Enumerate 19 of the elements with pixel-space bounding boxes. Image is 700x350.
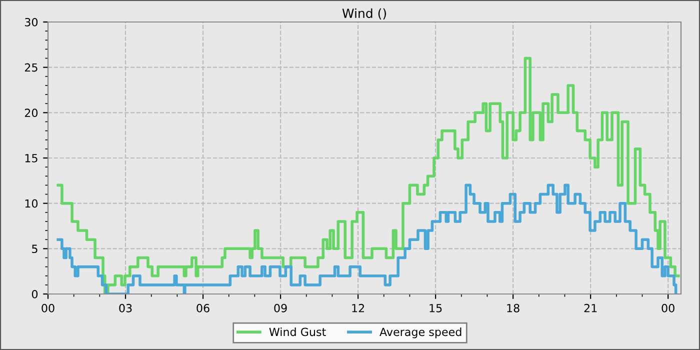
x-tick-label: 00	[42, 304, 54, 312]
y-tick-label: 20	[24, 108, 38, 118]
legend-label: Wind Gust	[269, 327, 326, 336]
x-tick-label: 15	[430, 304, 442, 312]
y-tick-label: 5	[32, 244, 38, 254]
chart-title: Wind ()	[342, 8, 386, 20]
y-tick-label: 10	[25, 199, 38, 208]
x-tick-label: 03	[119, 304, 132, 312]
x-tick-label: 12	[352, 304, 364, 312]
x-tick-label: 09	[274, 304, 287, 312]
x-tick-label: 21	[584, 304, 597, 312]
x-tick-label: 00	[662, 304, 674, 312]
legend-label: Average speed	[380, 327, 462, 338]
y-tick-label: 0	[32, 290, 38, 298]
x-tick-label: 06	[196, 304, 210, 312]
y-tick-label: 15	[25, 154, 38, 162]
y-tick-label: 30	[24, 18, 38, 26]
x-tick-label: 18	[507, 304, 520, 312]
y-tick-label: 25	[24, 63, 38, 72]
